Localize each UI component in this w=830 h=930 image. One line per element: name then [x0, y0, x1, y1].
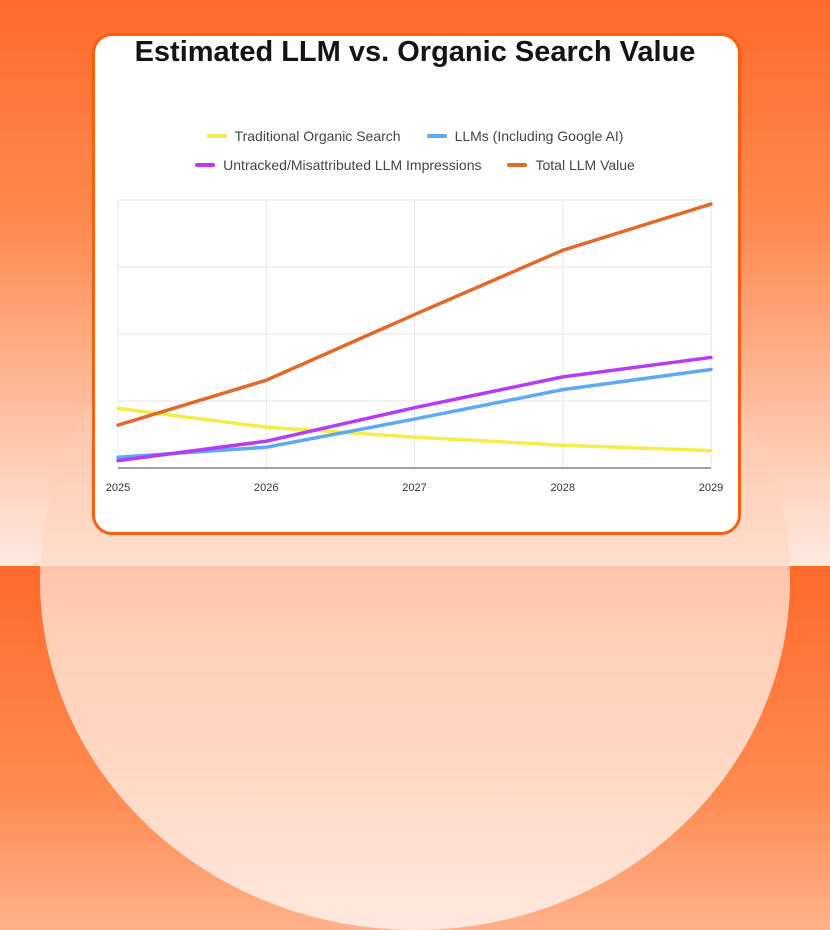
legend-row-1: Traditional Organic Search LLMs (Includi… [0, 128, 830, 144]
series-line-3 [116, 355, 713, 463]
legend-label: Untracked/Misattributed LLM Impressions [223, 157, 482, 173]
legend-swatch [426, 134, 447, 138]
legend-swatch [507, 163, 528, 167]
series-line-4 [116, 202, 713, 427]
chart-title: Estimated LLM vs. Organic Search Value [134, 36, 696, 68]
legend-label: Traditional Organic Search [234, 128, 401, 144]
x-tick-label: 2029 [699, 482, 723, 494]
series-line-2 [116, 367, 713, 460]
legend-item-untracked-llm-impressions[interactable]: Untracked/Misattributed LLM Impressions [195, 157, 481, 173]
series-line-1 [116, 406, 713, 453]
legend-swatch [195, 163, 216, 167]
legend-item-llms[interactable]: LLMs (Including Google AI) [426, 128, 624, 144]
legend-label: LLMs (Including Google AI) [454, 128, 624, 144]
line-chart: 2025 2026 2027 2028 2029 [106, 199, 723, 494]
x-tick-label: 2026 [254, 482, 278, 494]
legend-swatch [206, 134, 227, 138]
legend-item-total-llm-value[interactable]: Total LLM Value [507, 157, 635, 173]
x-tick-label: 2025 [106, 482, 130, 494]
legend-item-traditional-organic-search[interactable]: Traditional Organic Search [206, 128, 401, 144]
x-tick-label: 2028 [551, 482, 575, 494]
legend-row-2: Untracked/Misattributed LLM Impressions … [0, 157, 830, 173]
x-tick-label: 2027 [402, 482, 426, 494]
legend-label: Total LLM Value [535, 157, 635, 173]
